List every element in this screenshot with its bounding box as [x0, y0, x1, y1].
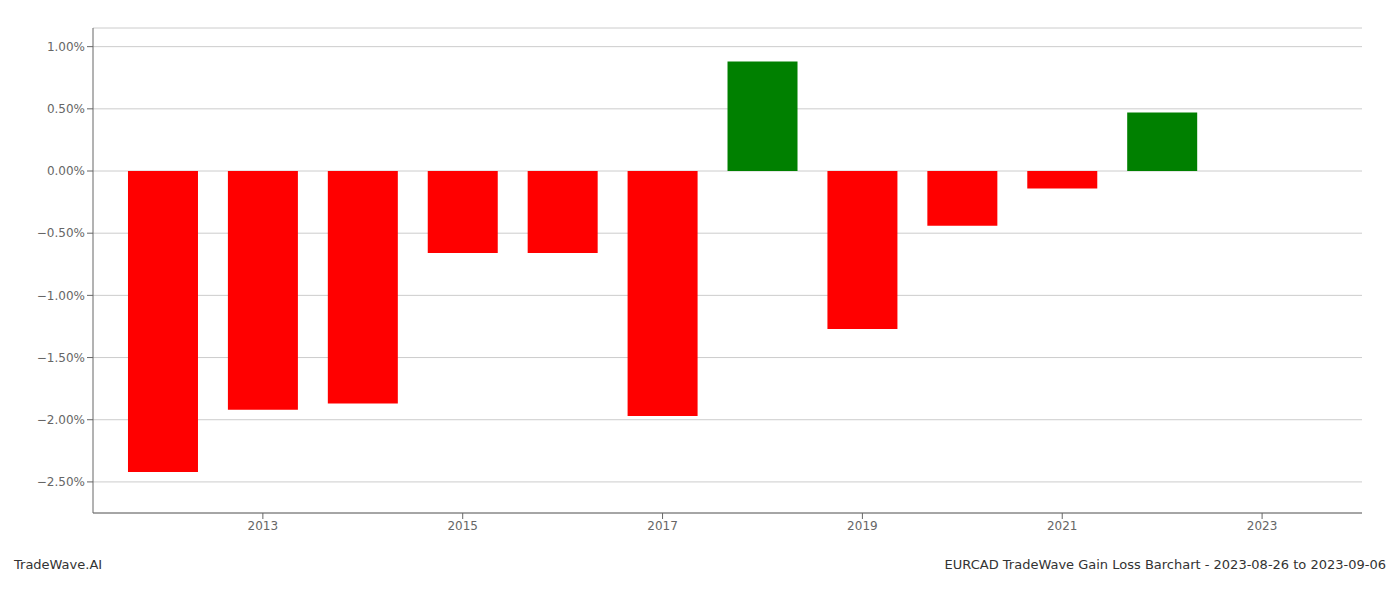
svg-text:2021: 2021 [1047, 519, 1078, 533]
svg-text:2013: 2013 [248, 519, 279, 533]
svg-text:−0.50%: −0.50% [37, 226, 85, 240]
svg-text:2017: 2017 [647, 519, 678, 533]
svg-text:1.00%: 1.00% [47, 40, 85, 54]
svg-text:−1.00%: −1.00% [37, 289, 85, 303]
html-text:EURCAD TradeWave Gain Loss Bar: EURCAD TradeWave Gain Loss Barchart - 20… [944, 557, 1386, 572]
svg-text:−1.50%: −1.50% [37, 351, 85, 365]
svg-text:0.50%: 0.50% [47, 102, 85, 116]
svg-text:2023: 2023 [1247, 519, 1278, 533]
svg-text:−2.50%: −2.50% [37, 475, 85, 489]
svg-text:0.00%: 0.00% [47, 164, 85, 178]
svg-text:2019: 2019 [847, 519, 878, 533]
html-text:TradeWave.AI: TradeWave.AI [14, 557, 103, 572]
svg-text:−2.00%: −2.00% [37, 413, 85, 427]
svg-text:2015: 2015 [447, 519, 478, 533]
